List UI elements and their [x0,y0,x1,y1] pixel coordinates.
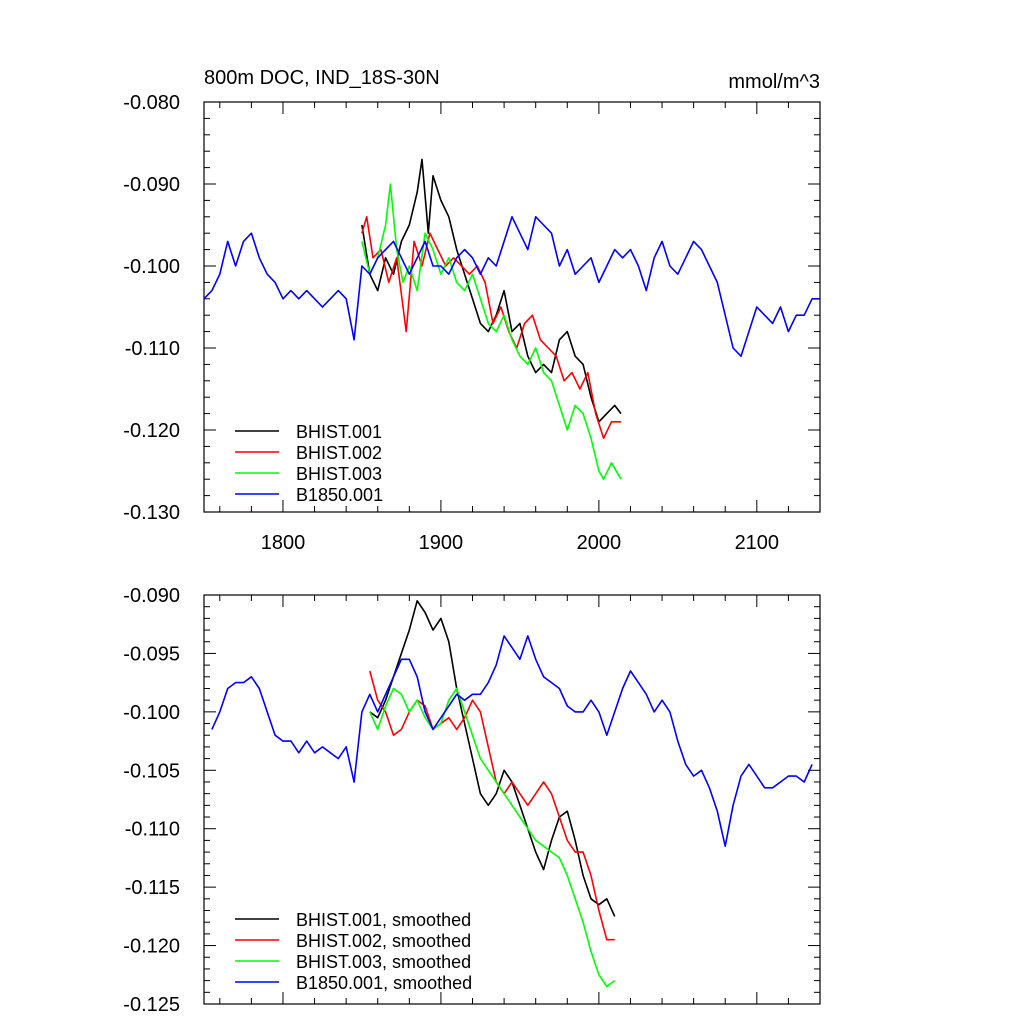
plot-frame [203,101,821,513]
y-tick-label: -0.120 [123,420,180,442]
legend-label: BHIST.002, smoothed [296,931,471,951]
chart-panel-2: -0.090 -0.095 -0.100 -0.105 -0.110 -0.115 -0.1… [123,585,821,1016]
y-tick-label: -0.100 [123,256,180,278]
x-tick-label: 2000 [577,532,622,554]
x-tick-label: 1900 [419,532,464,554]
series-line-1 [369,599,616,917]
series-line-2 [361,216,621,440]
chart-panel-1: 1800 1900 2000 2100 -0.080 -0.090 -0.100 -0.110… [123,92,821,554]
y-tick-label: -0.090 [123,585,180,607]
y-tick-label: -0.115 [125,877,180,899]
series-line-3 [361,183,622,481]
y-tick-label: -0.080 [123,92,180,114]
legend-label: BHIST.001, smoothed [296,910,471,930]
legend-label: BHIST.003 [296,464,382,484]
legend-label: B1850.001 [296,485,383,505]
y-tick-label: -0.090 [123,174,180,196]
legend-label: BHIST.002 [296,443,382,463]
y-tick-label: -0.120 [123,936,180,958]
plot-frame [203,594,821,1005]
y-tick-label: -0.100 [123,702,180,724]
chart-title: 800m DOC, IND_18S-30N [204,67,440,89]
series-line-1 [361,158,622,423]
legend-label: B1850.001, smoothed [296,973,472,993]
units-label: mmol/m^3 [728,71,820,93]
series-line-3 [369,687,616,988]
x-tick-label: 1800 [261,532,306,554]
y-tick-label: -0.110 [125,338,180,360]
legend-label: BHIST.003, smoothed [296,952,471,972]
y-tick-label: -0.110 [125,819,180,841]
y-tick-label: -0.105 [123,760,180,782]
y-tick-label: -0.125 [123,994,180,1016]
x-tick-label: 2100 [735,532,780,554]
legend-label: BHIST.001 [296,422,382,442]
series-line-4 [204,216,820,358]
y-tick-label: -0.130 [123,502,180,524]
y-tick-label: -0.095 [123,643,180,665]
series-line-4 [211,635,813,848]
